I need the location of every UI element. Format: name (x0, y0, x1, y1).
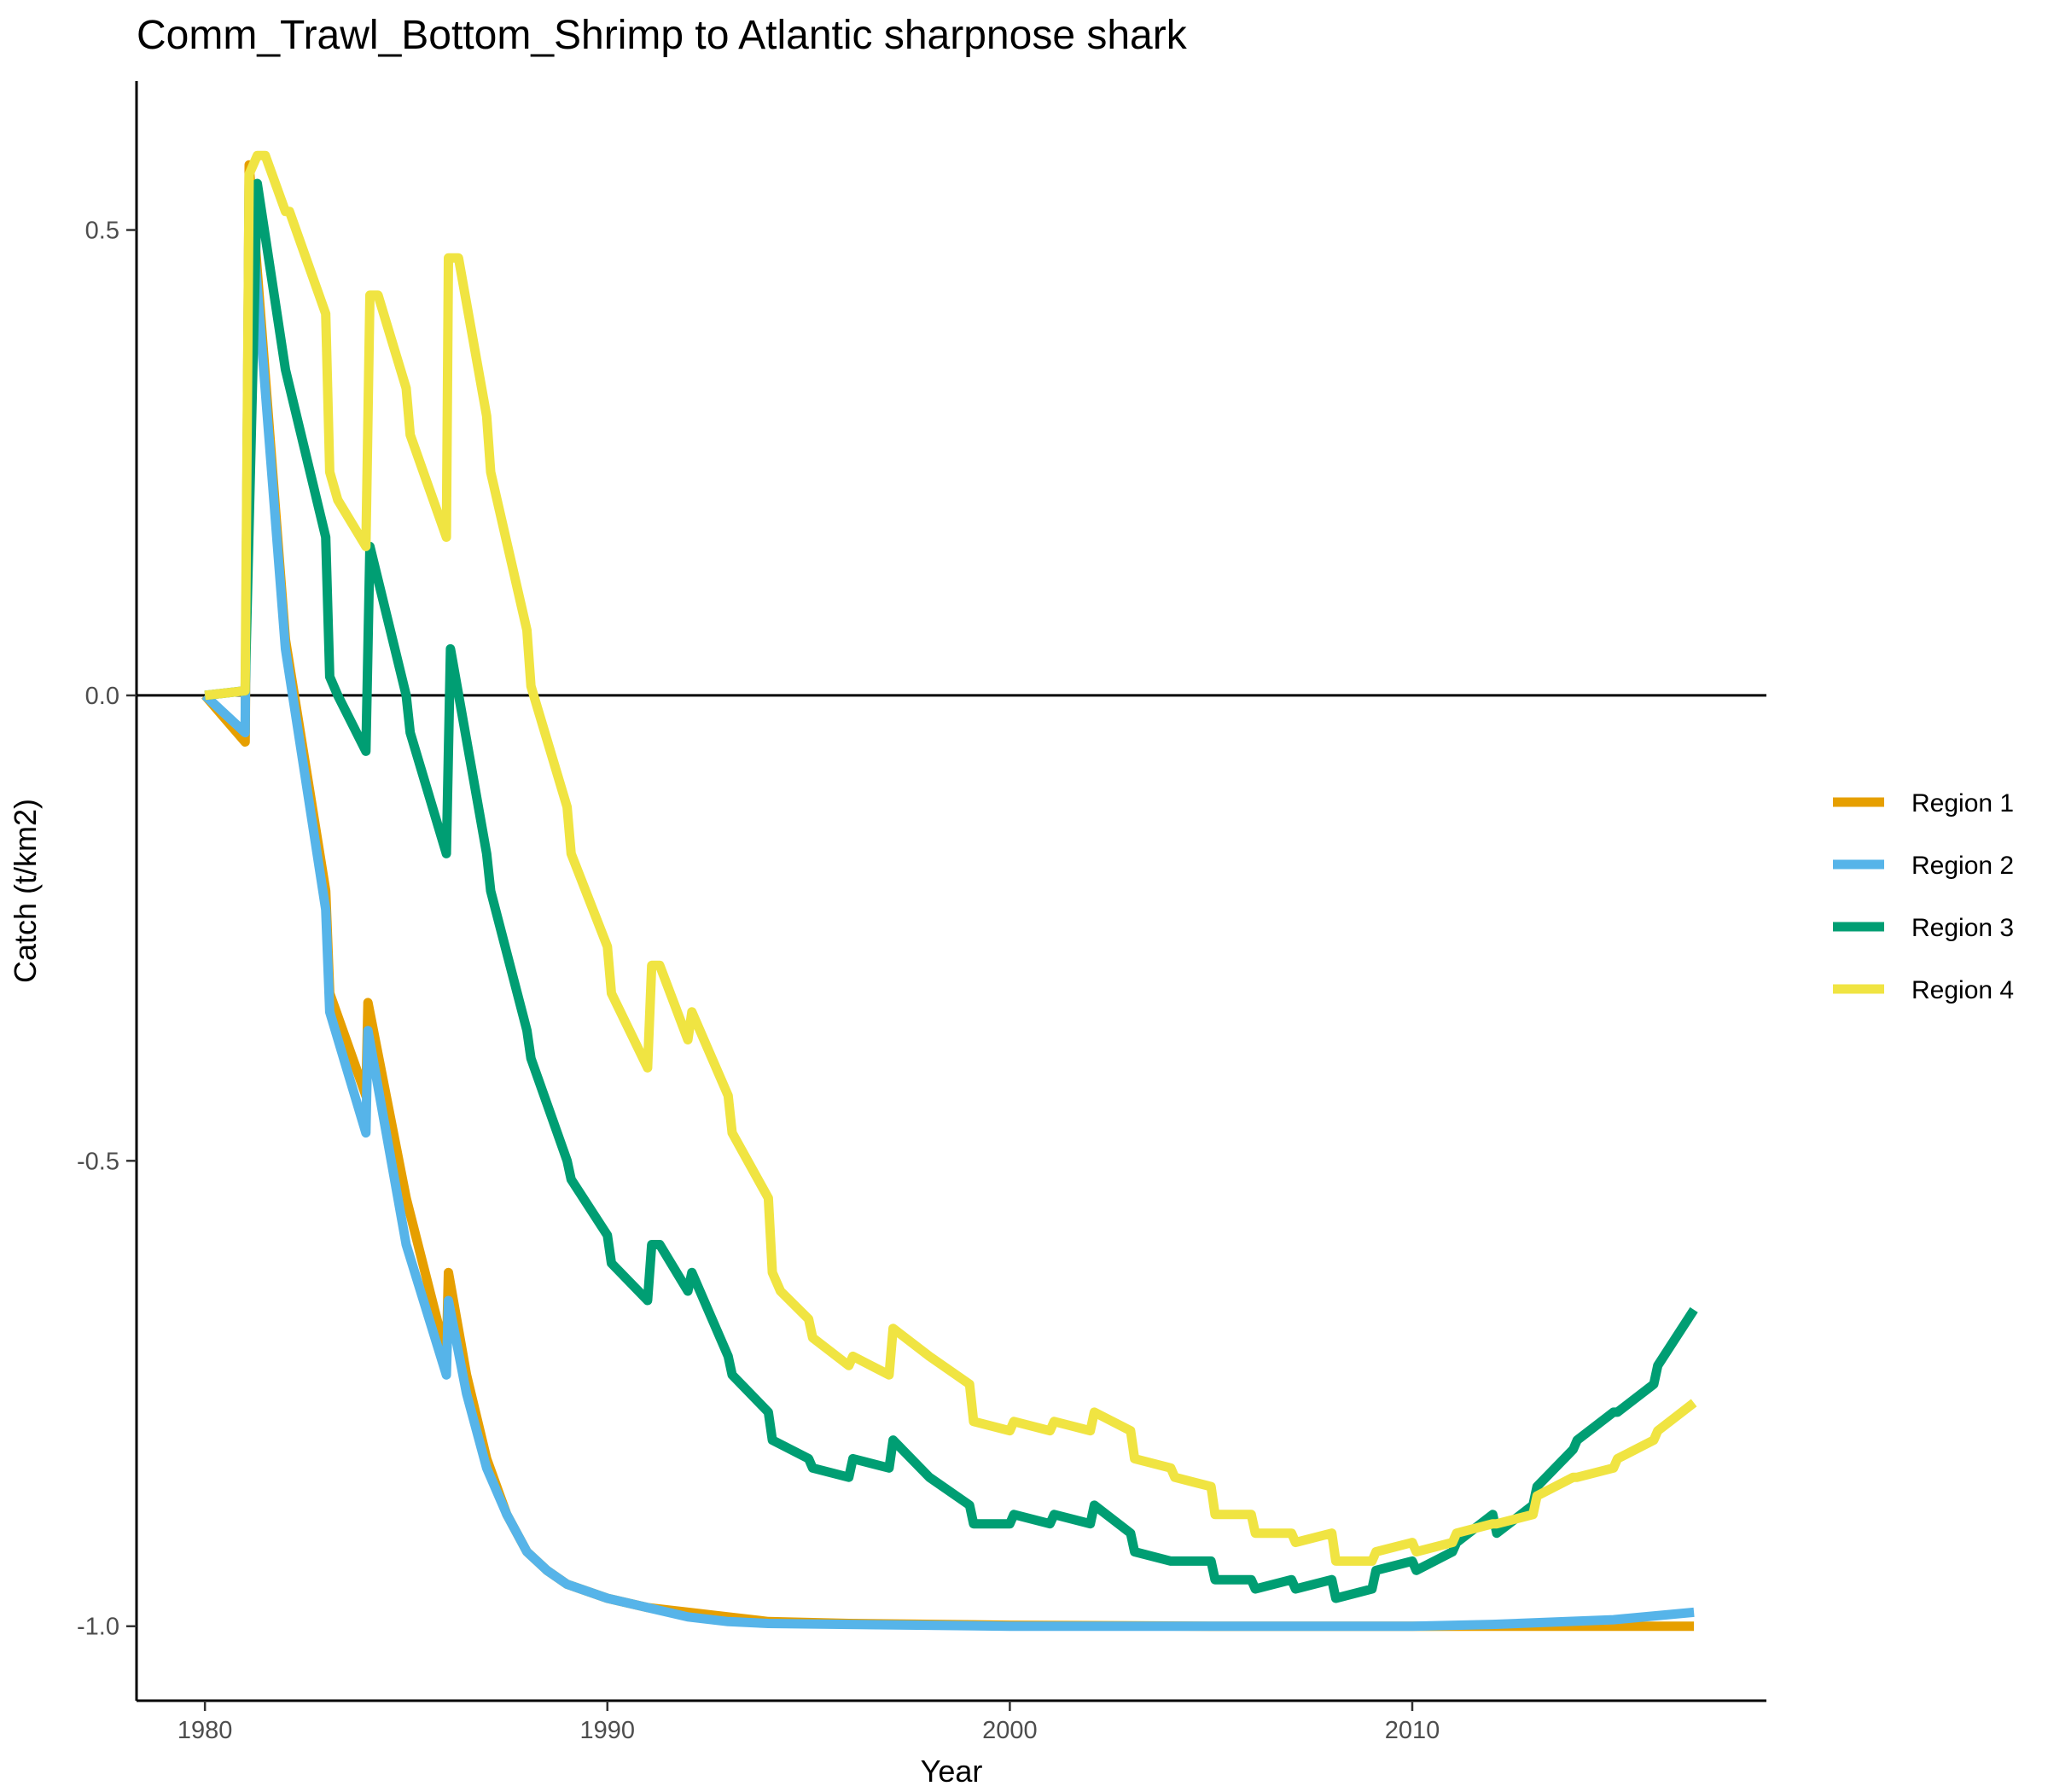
axes (135, 81, 1766, 1702)
y-tick-label: 0.5 (85, 218, 119, 245)
ticks: 1980 1990 2000 2010 0.5 0.0 -0.5 -1.0 (77, 218, 1440, 1744)
x-tick-label: 1980 (177, 1717, 233, 1744)
y-tick-label: -0.5 (77, 1148, 119, 1175)
series-line-region-1 (201, 160, 1695, 1632)
legend-label-region-2: Region 2 (1911, 852, 2014, 880)
x-tick-label: 1990 (580, 1717, 636, 1744)
y-axis-title: Catch (t/km2) (8, 799, 43, 983)
x-axis-title: Year (921, 1754, 983, 1789)
legend: Region 1 Region 2 Region 3 Region 4 (1833, 789, 2014, 1004)
legend-label-region-1: Region 1 (1911, 789, 2014, 817)
legend-label-region-4: Region 4 (1911, 976, 2014, 1004)
y-tick-label: -1.0 (77, 1614, 119, 1641)
x-tick-label: 2010 (1385, 1717, 1440, 1744)
chart-title: Comm_Trawl_Bottom_Shrimp to Atlantic sha… (137, 13, 1187, 58)
series-line-region-3 (204, 178, 1698, 1603)
y-tick-label: 0.0 (85, 683, 119, 710)
series-line-region-4 (204, 150, 1697, 1566)
x-tick-label: 2000 (982, 1717, 1038, 1744)
series-line-region-2 (201, 178, 1695, 1632)
series-layer (201, 150, 1698, 1632)
legend-label-region-3: Region 3 (1911, 914, 2014, 942)
